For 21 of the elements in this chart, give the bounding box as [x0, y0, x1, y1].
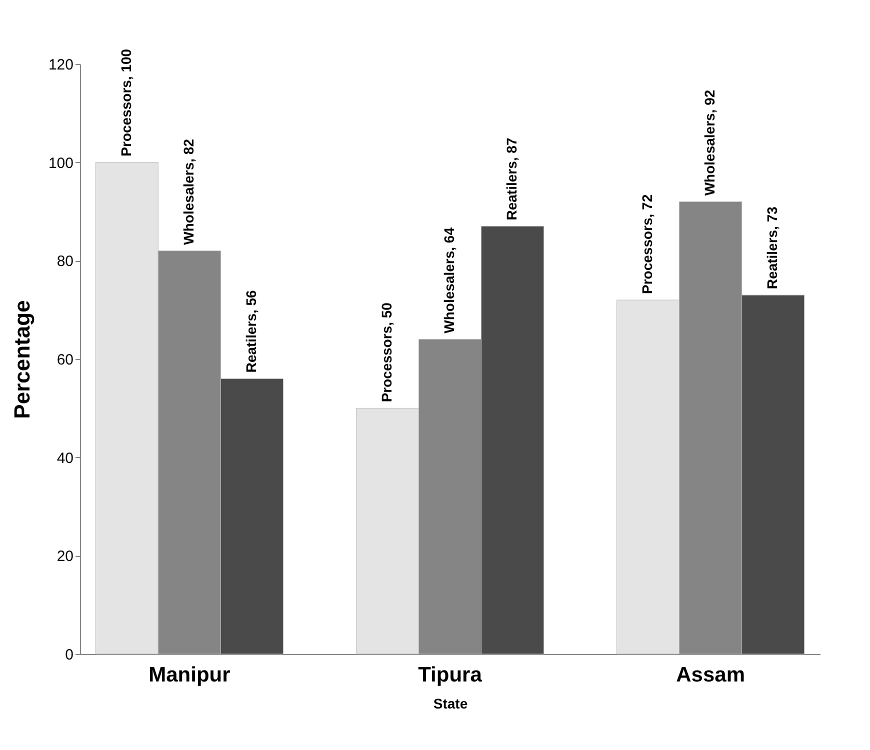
- x-tick-label: Assam: [676, 664, 746, 686]
- data-label: Reatilers, 56: [242, 290, 259, 373]
- y-axis-title: Percentage: [9, 300, 34, 419]
- y-tick-label: 120: [48, 56, 74, 74]
- y-tick-label: 80: [56, 253, 74, 270]
- data-label: Reatilers, 73: [764, 206, 780, 290]
- y-tick-label: 100: [48, 154, 74, 172]
- data-label: Processors, 50: [378, 302, 394, 402]
- x-axis-title: State: [433, 696, 468, 712]
- data-label: Processors, 100: [118, 48, 134, 156]
- data-label: Wholesalers, 64: [441, 227, 457, 334]
- x-tick-label: Manipur: [148, 664, 230, 686]
- data-label: Reatilers, 87: [504, 138, 520, 220]
- y-tick-label: 40: [56, 450, 74, 467]
- data-label: Wholesalers, 92: [702, 90, 718, 196]
- y-tick-label: 60: [56, 352, 74, 368]
- y-tick-label: 0: [65, 646, 74, 664]
- y-tick-label: 20: [56, 548, 74, 566]
- x-tick-label: Tipura: [418, 664, 482, 686]
- data-label: Processors, 72: [639, 194, 656, 294]
- data-label: Wholesalers, 82: [180, 138, 196, 245]
